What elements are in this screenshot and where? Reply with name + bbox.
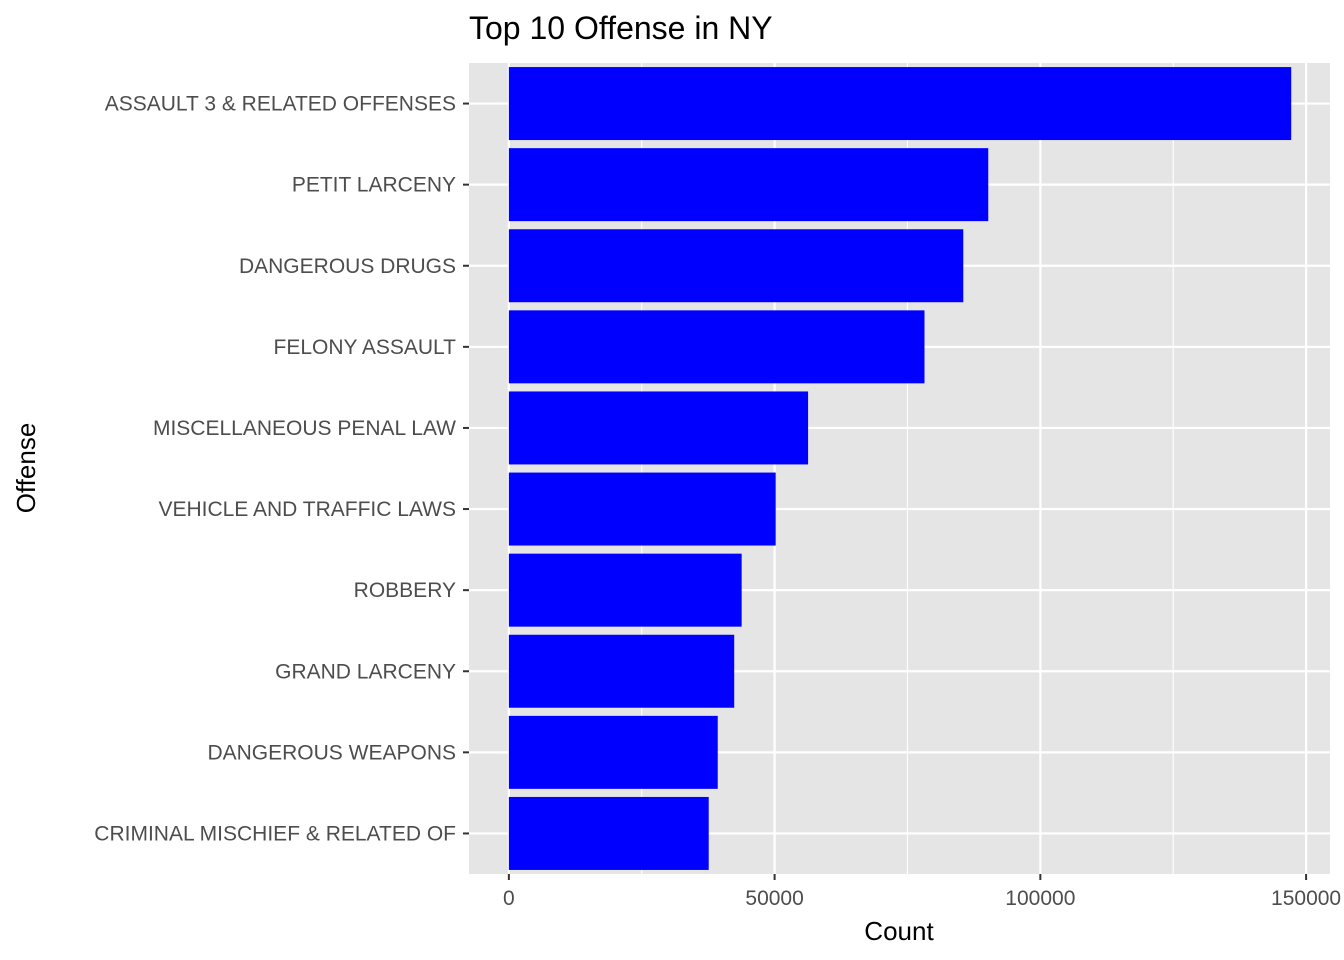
y-tick-label: PETIT LARCENY (292, 174, 456, 197)
y-tick-label: VEHICLE AND TRAFFIC LAWS (158, 498, 456, 521)
y-tick-label: MISCELLANEOUS PENAL LAW (153, 417, 456, 440)
x-tick-label: 50000 (745, 887, 803, 910)
chart-title: Top 10 Offense in NY (469, 10, 773, 46)
bar (508, 310, 925, 384)
x-axis: 0 50000 100000 150000 (503, 874, 1341, 910)
y-tick-label: ROBBERY (354, 579, 456, 602)
y-tick-label: GRAND LARCENY (275, 660, 456, 683)
x-tick-label: 150000 (1271, 887, 1341, 910)
y-axis-title: Offense (11, 423, 41, 514)
y-tick-label: CRIMINAL MISCHIEF & RELATED OF (94, 822, 456, 845)
bar (508, 67, 1292, 141)
bar (508, 634, 735, 708)
bars (508, 67, 1292, 870)
bar (508, 715, 718, 789)
bar (508, 391, 809, 465)
bar (508, 472, 776, 546)
bar (508, 148, 989, 222)
bar (508, 796, 709, 870)
y-tick-label: ASSAULT 3 & RELATED OFFENSES (105, 93, 456, 116)
x-axis-title: Count (864, 916, 934, 946)
y-tick-label: DANGEROUS WEAPONS (207, 741, 456, 764)
x-tick-label: 0 (503, 887, 515, 910)
bar (508, 229, 964, 303)
y-axis: ASSAULT 3 & RELATED OFFENSES PETIT LARCEN… (94, 93, 469, 845)
x-tick-label: 100000 (1005, 887, 1075, 910)
bar (508, 553, 742, 627)
y-tick-label: DANGEROUS DRUGS (239, 255, 456, 278)
y-tick-label: FELONY ASSAULT (274, 336, 457, 359)
